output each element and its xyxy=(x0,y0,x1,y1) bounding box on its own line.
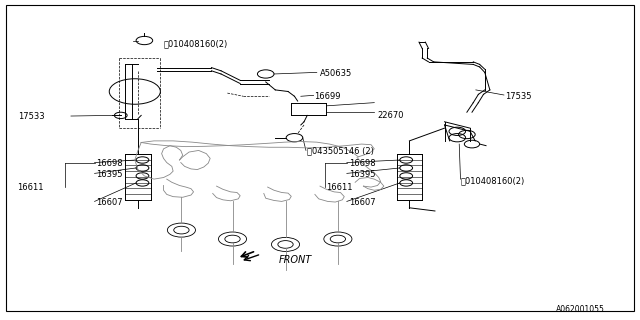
Text: FRONT: FRONT xyxy=(278,255,312,265)
Text: 22670: 22670 xyxy=(378,111,404,120)
Text: 16699: 16699 xyxy=(314,92,340,101)
Text: 16607: 16607 xyxy=(349,197,376,206)
Text: Ⓑ010408160(2): Ⓑ010408160(2) xyxy=(461,176,525,185)
Text: Ⓑ010408160(2): Ⓑ010408160(2) xyxy=(164,39,228,48)
Text: 16698: 16698 xyxy=(97,159,123,168)
Text: 16611: 16611 xyxy=(326,183,353,192)
Text: 17535: 17535 xyxy=(505,92,532,101)
Text: 16395: 16395 xyxy=(97,170,123,179)
Text: 16395: 16395 xyxy=(349,170,375,179)
Text: A062001055: A062001055 xyxy=(556,305,605,314)
Text: 16611: 16611 xyxy=(17,183,43,192)
Text: A50635: A50635 xyxy=(320,69,352,78)
Text: Ⓢ043505146 (2): Ⓢ043505146 (2) xyxy=(307,146,374,155)
Text: 16698: 16698 xyxy=(349,159,376,168)
Text: 16607: 16607 xyxy=(97,197,123,206)
Text: 17533: 17533 xyxy=(19,113,45,122)
